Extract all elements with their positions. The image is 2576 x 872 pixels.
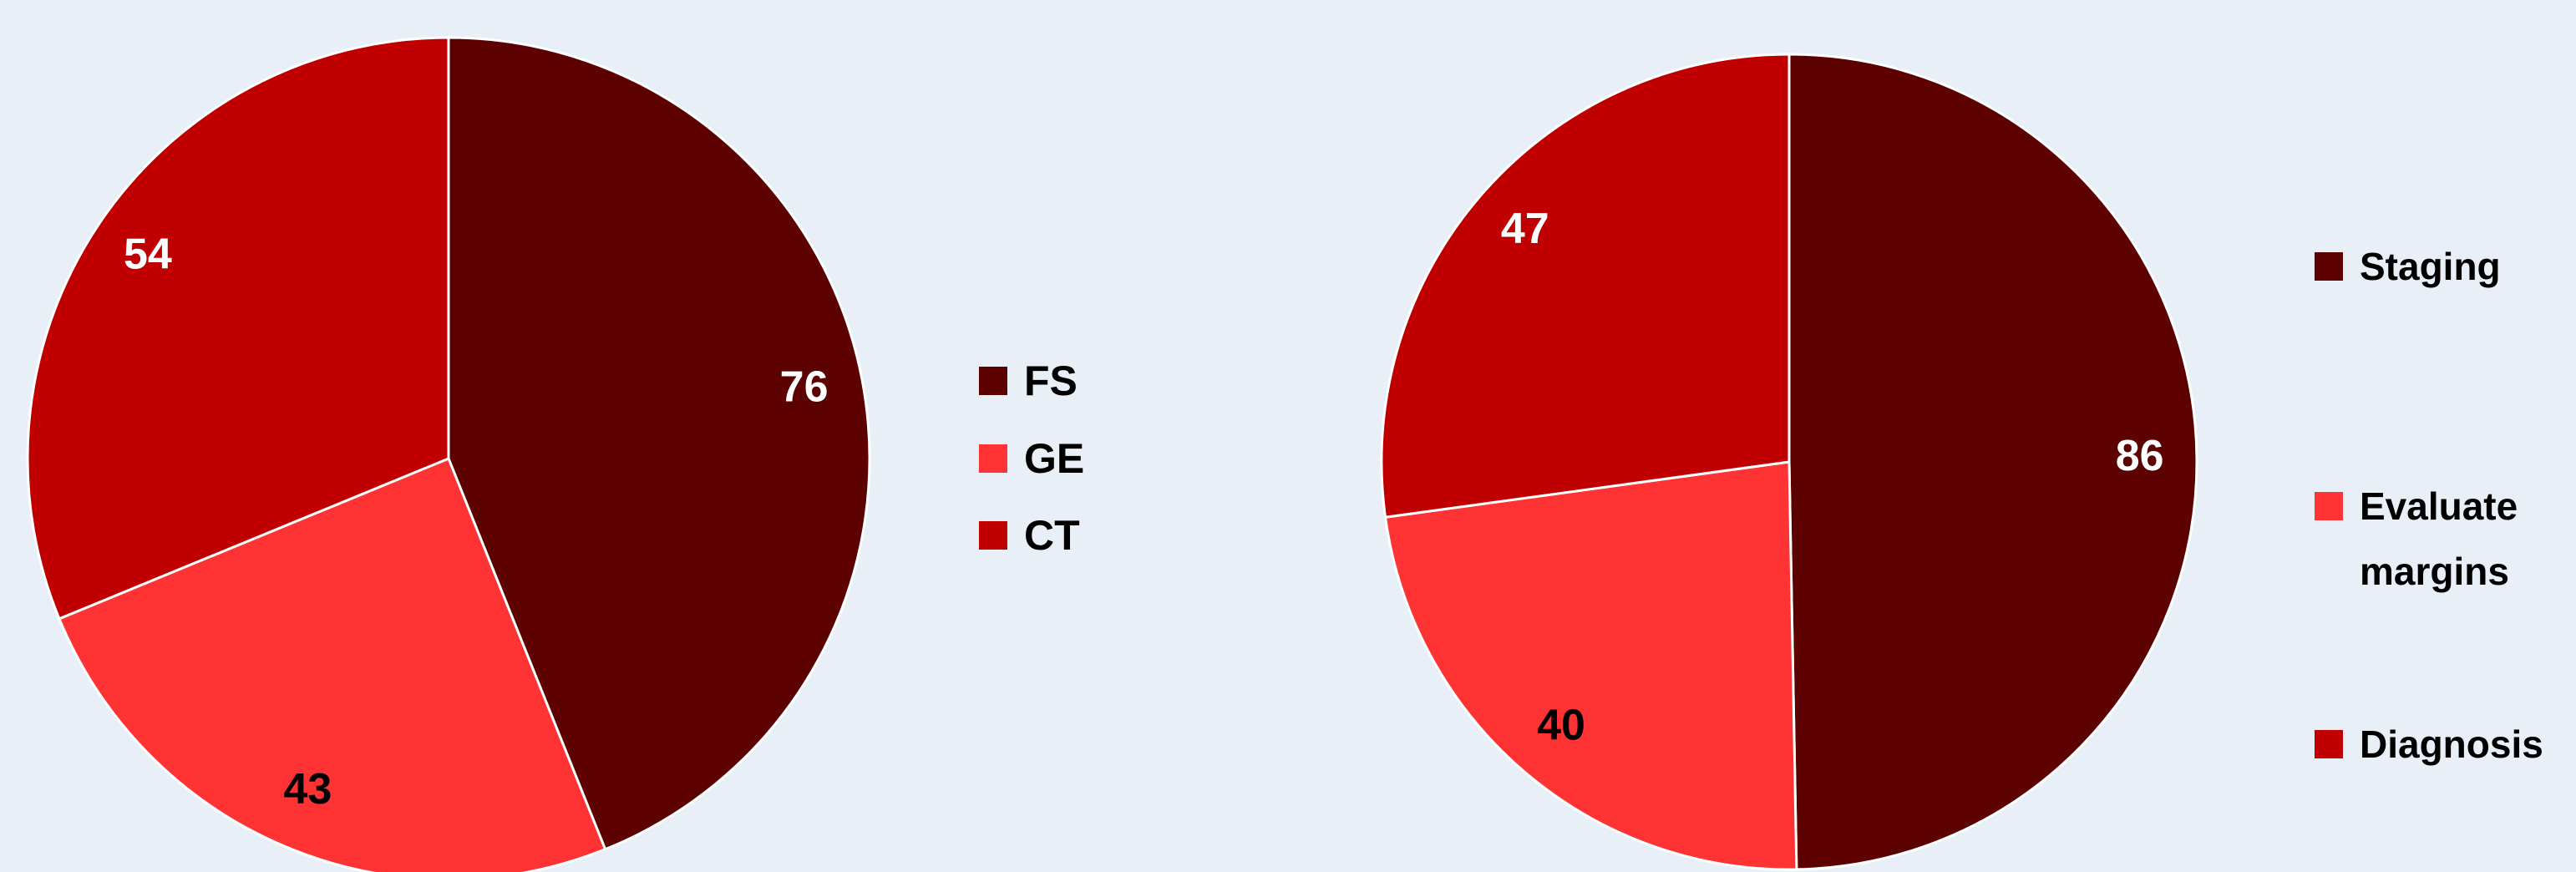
legend-label: Staging — [2360, 245, 2501, 288]
legend-item: GE — [979, 435, 1230, 491]
legend-label: FS — [1024, 357, 1078, 404]
data-label: 40 — [1537, 701, 1585, 749]
legend-item: CT — [979, 512, 1230, 568]
legend-swatch — [979, 521, 1007, 550]
data-label: 47 — [1501, 205, 1549, 253]
legend-label: CT — [1024, 512, 1080, 559]
pie-slice — [1380, 53, 1791, 519]
legend-label: Evaluate margins — [2360, 484, 2518, 593]
data-label: 43 — [283, 765, 332, 814]
data-label: 76 — [780, 363, 829, 412]
data-label: 86 — [2116, 432, 2164, 480]
data-label: 54 — [124, 231, 172, 279]
legend-item: FS — [979, 357, 1230, 413]
legend-swatch — [979, 367, 1007, 395]
pie-slice — [57, 457, 607, 872]
legend-swatch — [979, 444, 1007, 473]
pie-slice — [447, 36, 871, 851]
legend-swatch — [2315, 492, 2343, 520]
legend-item: Diagnosis — [2315, 722, 2543, 777]
pie-slice — [1383, 460, 1798, 871]
legend-item: Staging — [2315, 245, 2532, 299]
legend-swatch — [2315, 730, 2343, 758]
pie-slice — [26, 36, 450, 621]
legend-swatch — [2315, 252, 2343, 281]
pie-slice — [1787, 53, 2198, 871]
legend-label: GE — [1024, 435, 1085, 482]
legend-label: Diagnosis — [2360, 722, 2543, 766]
legend-item: Evaluate margins — [2315, 484, 2532, 604]
